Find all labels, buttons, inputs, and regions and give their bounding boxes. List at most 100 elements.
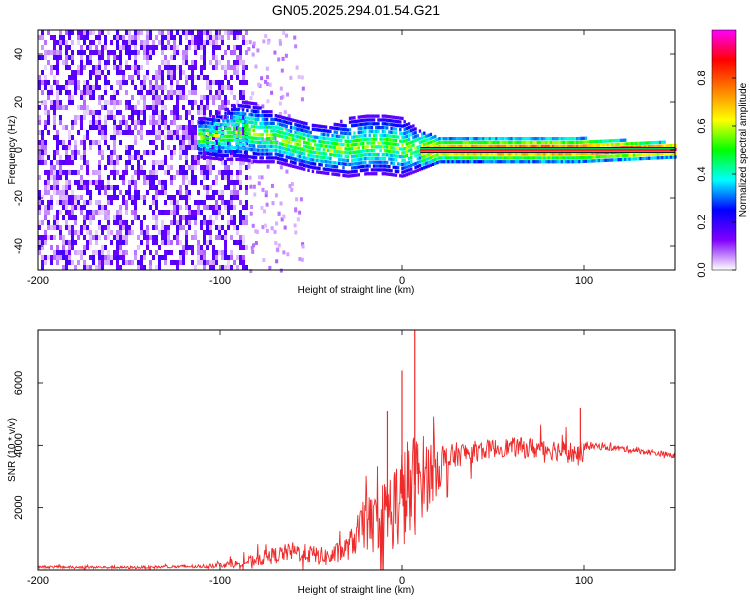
spectrogram-cell [68, 230, 71, 235]
spectrogram-cell [83, 155, 86, 160]
spectrogram-cell [116, 45, 119, 50]
spectrogram-cell [161, 180, 164, 185]
spectrogram-cell [71, 215, 74, 220]
spectrogram-cell [197, 205, 200, 210]
spectrogram-cell [38, 130, 41, 135]
spectrogram-cell [161, 240, 164, 245]
spectrogram-cell [68, 245, 71, 250]
spectrogram-cell [309, 146, 312, 150]
spectrogram-cell [235, 153, 238, 158]
spectrogram-cell [125, 130, 128, 135]
spectrogram-cell [134, 140, 137, 145]
spectrogram-cell [283, 150, 286, 155]
spectrogram-cell [390, 172, 393, 177]
spectrogram-cell [514, 144, 518, 149]
spectrogram-cell [134, 170, 137, 175]
spectrogram-cell [89, 255, 92, 260]
spectrogram-cell [322, 159, 326, 163]
spectrogram-cell [44, 150, 47, 155]
spectrogram-cell [536, 137, 540, 141]
spectrogram-cell [385, 172, 389, 176]
spectrogram-cell [71, 30, 74, 35]
spectrogram-cell [237, 111, 240, 115]
spectrogram-cell [390, 126, 393, 131]
spectrogram-cell [280, 217, 284, 222]
spectrogram-cell [538, 144, 542, 149]
spectrogram-cell [152, 150, 155, 155]
spectrogram-cell [215, 35, 218, 40]
spectrogram-cell [230, 170, 233, 175]
spectrogram-cell [77, 105, 80, 110]
spectrogram-cell [53, 185, 56, 190]
spectrogram-cell [152, 75, 155, 80]
spectrogram-cell [56, 220, 59, 225]
spectrogram-cell [383, 122, 387, 126]
spectrogram-cell [242, 255, 245, 260]
spectrogram-cell [508, 140, 511, 145]
spectrogram-cell [414, 127, 417, 131]
spectrogram-cell [122, 80, 125, 85]
spectrogram-cell [656, 144, 660, 148]
spectrogram-cell [164, 180, 167, 185]
spectrogram-cell [50, 90, 53, 95]
spectrogram-cell [370, 126, 374, 130]
spectrogram-cell [517, 144, 520, 149]
spectrogram-cell [301, 86, 305, 91]
spectrogram-cell [302, 163, 306, 168]
spectrogram-cell [248, 159, 251, 163]
spectrogram-cell [110, 95, 113, 100]
spectrogram-cell [128, 260, 131, 265]
spectrogram-cell [236, 175, 239, 180]
spectrogram-cell [233, 150, 236, 154]
spectrogram-cell [273, 136, 277, 141]
spectrogram-cell [92, 255, 95, 260]
spectrogram-cell [490, 144, 494, 149]
spectrogram-cell [289, 125, 293, 130]
spectrogram-cell [152, 85, 155, 90]
spectrogram-cell [615, 142, 618, 147]
spectrogram-cell [170, 55, 173, 60]
spectrogram-cell [191, 120, 194, 125]
spectrogram-cell [179, 70, 182, 75]
spectrogram-cell [628, 157, 631, 161]
spectrogram-cell [161, 190, 164, 195]
spectrogram-cell [125, 240, 128, 245]
spectrogram-cell [230, 30, 233, 35]
spectrogram-cell [113, 215, 116, 220]
spectrogram-cell [390, 157, 393, 161]
spectrogram-cell [74, 265, 77, 270]
spectrogram-cell [263, 138, 267, 143]
spectrogram-cell [383, 129, 387, 134]
spectrogram-cell [62, 170, 65, 175]
spectrogram-cell [294, 138, 297, 142]
spectrogram-cell [228, 119, 232, 123]
spectrogram-cell [381, 172, 385, 176]
spectrogram-cell [245, 200, 248, 205]
spectrogram-cell [270, 90, 274, 95]
spectrogram-cell [197, 30, 200, 35]
spectrogram-cell [241, 104, 245, 108]
spectrogram-cell [353, 135, 356, 139]
spectrogram-cell [215, 145, 219, 149]
spectrogram-cell [200, 250, 203, 255]
spectrogram-cell [202, 120, 205, 125]
spectrogram-cell [59, 105, 62, 110]
spectrogram-cell [176, 115, 179, 120]
spectrogram-cell [194, 180, 197, 185]
spectrogram-cell [134, 85, 137, 90]
spectrogram-cell [420, 149, 675, 151]
spectrogram-cell [50, 255, 53, 260]
spectrogram-cell [134, 195, 137, 200]
spectrogram-cell [77, 200, 80, 205]
spectrogram-cell [261, 187, 265, 192]
spectrogram-cell [211, 118, 214, 122]
spectrogram-cell [274, 125, 277, 129]
spectrogram-cell [68, 195, 71, 200]
spectrogram-cell [667, 151, 671, 156]
spectrogram-cell [296, 146, 299, 150]
spectrogram-cell [318, 151, 321, 155]
spectrogram-cell [455, 144, 459, 149]
spectrogram-cell [113, 145, 116, 150]
spectrogram-cell [182, 50, 185, 55]
spectrogram-cell [534, 156, 537, 160]
